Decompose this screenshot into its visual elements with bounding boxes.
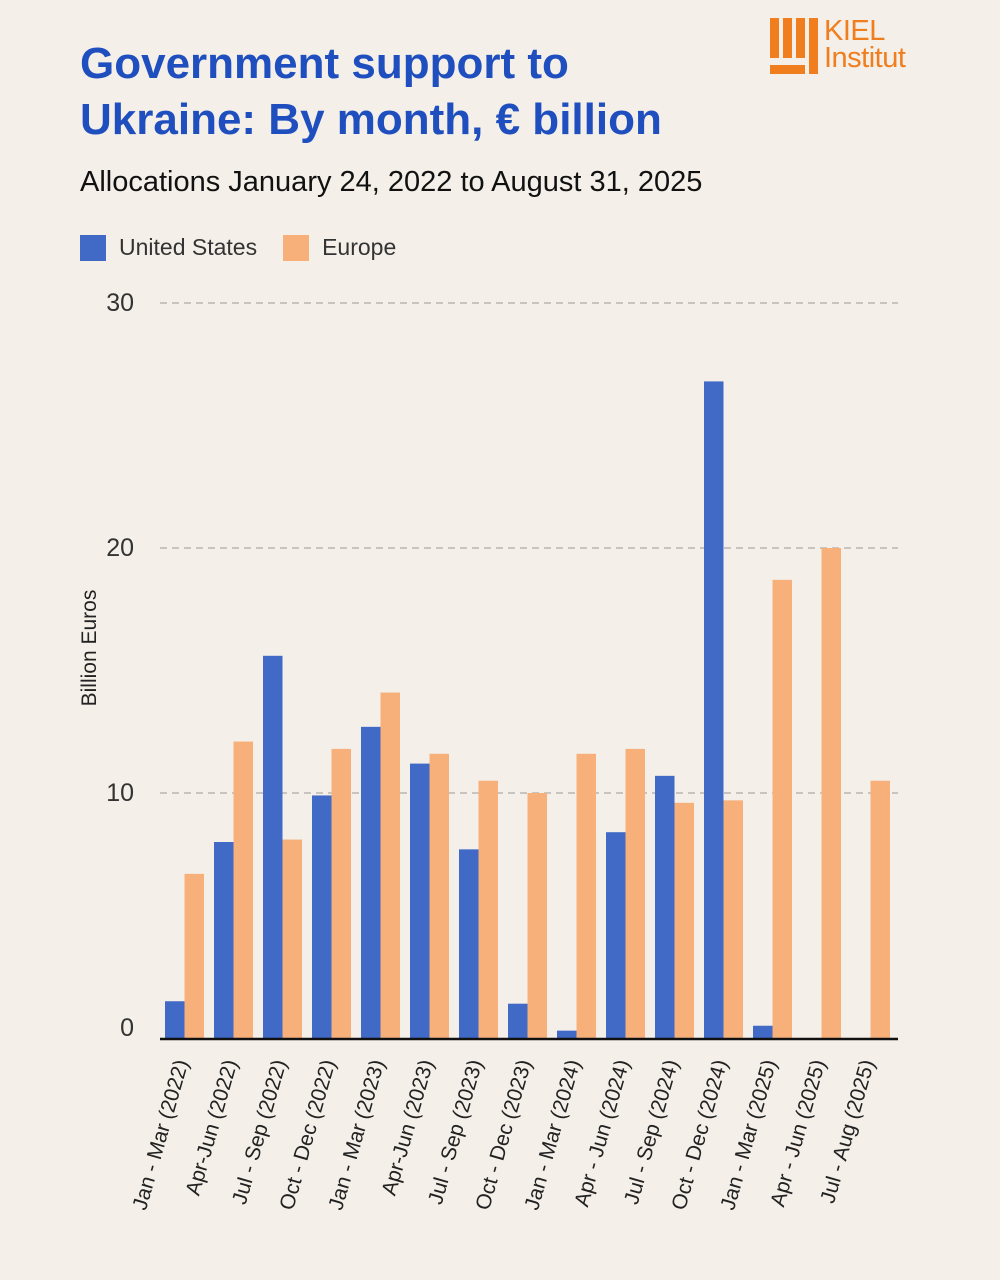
bar-us xyxy=(508,1003,528,1038)
chart-subtitle: Allocations January 24, 2022 to August 3… xyxy=(80,166,703,198)
bar-us xyxy=(459,849,479,1038)
bar-europe xyxy=(870,780,890,1038)
bar-europe xyxy=(625,748,645,1038)
legend-item-us: United States xyxy=(80,234,257,261)
bar-europe xyxy=(429,753,449,1038)
logo-text: KIEL Institut xyxy=(824,15,906,74)
logo-line-2: Institut xyxy=(824,42,906,74)
bar-us xyxy=(361,726,381,1038)
bar-us xyxy=(557,1030,577,1038)
y-tick-label: 20 xyxy=(106,534,134,562)
y-tick-label: 30 xyxy=(106,289,134,317)
bar-us xyxy=(214,842,234,1038)
title-line-1: Government support to xyxy=(80,39,569,88)
legend: United States Europe xyxy=(80,234,422,261)
legend-label-europe: Europe xyxy=(322,234,397,260)
chart-title: Government support to Ukraine: By month,… xyxy=(80,36,760,148)
bar-europe xyxy=(331,748,351,1038)
bar-europe xyxy=(184,873,204,1038)
bar-europe xyxy=(772,579,792,1038)
bar-europe xyxy=(821,548,841,1038)
bar-us xyxy=(312,795,332,1038)
y-tick-label: 0 xyxy=(120,1014,134,1042)
bar-us xyxy=(410,763,430,1038)
title-line-2: Ukraine: By month, € billion xyxy=(80,95,662,144)
bar-us xyxy=(704,381,724,1038)
bar-europe xyxy=(380,692,400,1038)
bar-us xyxy=(165,1001,185,1038)
bar-europe xyxy=(723,800,743,1038)
bar-us xyxy=(655,775,675,1038)
legend-item-europe: Europe xyxy=(283,234,396,261)
bar-europe xyxy=(576,753,596,1038)
x-tick-label: Apr-Jun (2023) xyxy=(378,1057,439,1198)
legend-swatch-europe xyxy=(283,234,310,261)
y-tick-label: 10 xyxy=(106,779,134,807)
logo-line-1: KIEL xyxy=(824,15,885,47)
x-tick-label: Apr-Jun (2022) xyxy=(182,1057,243,1198)
kiel-bars-icon xyxy=(770,18,818,74)
bar-europe xyxy=(282,839,302,1038)
legend-label-us: United States xyxy=(119,234,258,260)
legend-swatch-us xyxy=(80,234,106,261)
bar-europe xyxy=(478,780,498,1038)
bar-us xyxy=(753,1025,773,1038)
bar-europe xyxy=(674,802,694,1038)
bar-europe xyxy=(527,793,547,1038)
bar-us xyxy=(263,655,283,1038)
bar-europe xyxy=(233,741,253,1038)
kiel-institut-logo: KIEL Institut xyxy=(770,15,940,78)
x-tick-label: Jul - Aug (2025) xyxy=(816,1057,879,1206)
bar-us xyxy=(606,832,626,1038)
